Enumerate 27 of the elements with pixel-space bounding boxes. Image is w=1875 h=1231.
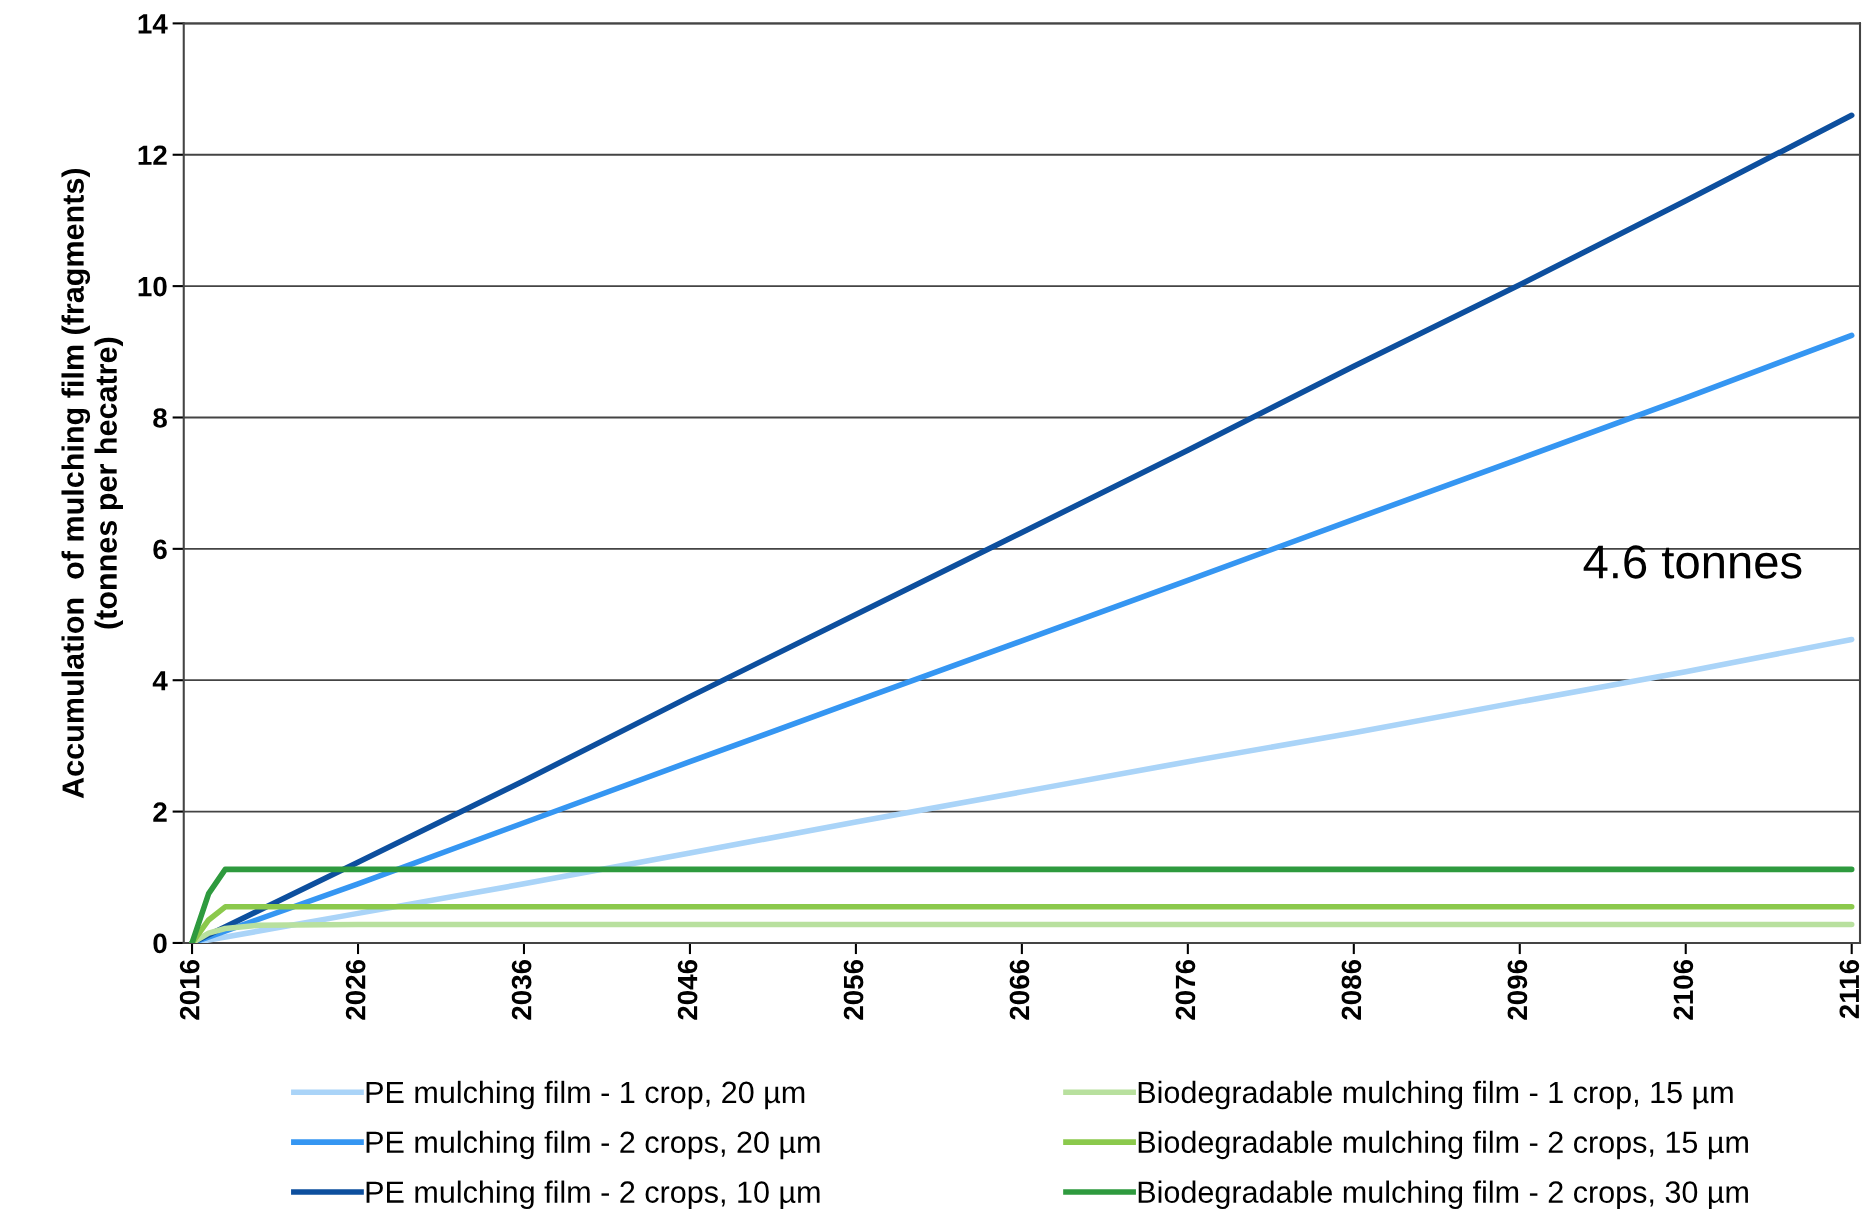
- x-tick-label: 2036: [511, 959, 532, 1020]
- x-tick-label: 2076: [1175, 959, 1196, 1020]
- x-tick-label: 2106: [1673, 959, 1694, 1020]
- legend-label: PE mulching film - 1 crop, 20 µm: [366, 1080, 805, 1110]
- y-tick-label: 10: [138, 276, 167, 297]
- x-tick-label: 2016: [179, 959, 200, 1020]
- y-tick-label: 12: [138, 145, 167, 165]
- legend-label: PE mulching film - 2 crops, 20 µm: [366, 1130, 820, 1160]
- y-tick-label: 4: [152, 671, 168, 691]
- y-tick-label: 14: [138, 14, 168, 34]
- legend-label: Biodegradable mulching film - 2 crops, 15 µm: [1138, 1130, 1748, 1160]
- y-tick-label: 0: [153, 933, 167, 954]
- x-tick-label: 2116: [1839, 959, 1860, 1019]
- x-tick-label: 2066: [1009, 959, 1030, 1020]
- x-tick-label: 2056: [843, 959, 864, 1020]
- x-tick-label: 2086: [1341, 959, 1362, 1020]
- legend-label: Biodegradable mulching film - 1 crop, 15 µm: [1138, 1080, 1733, 1110]
- y-axis-title: Accumulation of mulching film (fragments) (tonnes per hecatre): [61, 168, 123, 799]
- x-tick-label: 2026: [345, 959, 366, 1020]
- y-tick-label: 6: [153, 539, 167, 560]
- legend-label: PE mulching film - 2 crops, 10 µm: [366, 1180, 820, 1210]
- legend-label: Biodegradable mulching film - 2 crops, 30 µm: [1138, 1180, 1748, 1210]
- x-tick-label: 2096: [1507, 959, 1528, 1020]
- y-tick-label: 2: [153, 802, 167, 822]
- x-tick-label: 2046: [677, 959, 698, 1020]
- annotation: 4.6 tonnes: [1583, 545, 1802, 579]
- y-tick-label: 8: [153, 408, 167, 428]
